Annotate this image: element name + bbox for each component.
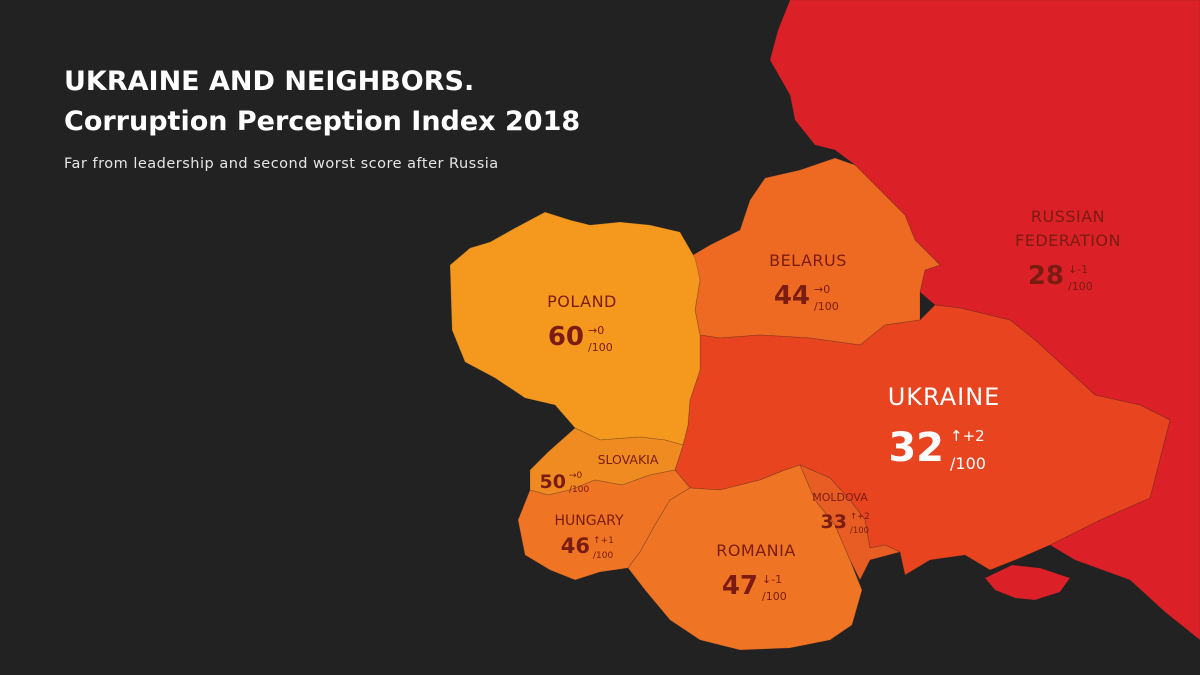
score-change: ↑+2 [950, 427, 985, 445]
score-denominator: /100 [1068, 280, 1093, 293]
label-hungary: HUNGARY 46 ↑+1 /100 [554, 513, 624, 561]
score-change: ↓-1 [762, 573, 782, 586]
poland-region[interactable] [449, 211, 701, 446]
score-value: 44 [774, 281, 810, 311]
score-value: 32 [888, 425, 944, 471]
country-name: HUNGARY [554, 513, 624, 529]
moldova-region[interactable] [799, 464, 902, 581]
score-value: 28 [1028, 261, 1064, 291]
label-belarus: BELARUS 44 →0 /100 [769, 251, 847, 313]
subtitle: Far from leadership and second worst sco… [64, 156, 499, 172]
title-line-1: UKRAINE AND NEIGHBORS. [64, 66, 475, 97]
score-denominator: /100 [593, 551, 613, 561]
label-poland: POLAND 60 →0 /100 [547, 292, 617, 354]
score-denominator: /100 [588, 341, 613, 354]
score-denominator: /100 [850, 526, 869, 536]
score-denominator: /100 [569, 485, 589, 495]
score-change: ↑+2 [850, 512, 870, 522]
score-value: 60 [548, 322, 584, 352]
label-romania: ROMANIA 47 ↓-1 /100 [716, 541, 796, 603]
crimea-region[interactable] [984, 564, 1071, 601]
score-value: 50 [540, 471, 566, 493]
label-russia: RUSSIAN FEDERATION 28 ↓-1 /100 [1015, 207, 1121, 293]
country-name: BELARUS [769, 251, 847, 270]
country-name: ROMANIA [716, 541, 796, 560]
label-slovakia: SLOVAKIA 50 →0 /100 [540, 452, 659, 495]
score-change: ↑+1 [593, 536, 614, 546]
score-denominator: /100 [814, 300, 839, 313]
score-denominator: /100 [950, 454, 986, 473]
country-name: MOLDOVA [812, 491, 868, 504]
score-value: 47 [722, 571, 758, 601]
ukraine-region[interactable] [674, 304, 1171, 576]
country-name: FEDERATION [1015, 231, 1121, 250]
title-line-2: Corruption Perception Index 2018 [64, 106, 581, 137]
score-change: →0 [814, 283, 830, 296]
country-name: RUSSIAN [1031, 207, 1105, 226]
score-change: →0 [588, 324, 604, 337]
country-name: UKRAINE [888, 383, 1001, 411]
label-moldova: MOLDOVA 33 ↑+2 /100 [812, 491, 869, 536]
romania-region[interactable] [627, 464, 863, 651]
page-title: UKRAINE AND NEIGHBORS. Corruption Percep… [64, 62, 580, 142]
score-value: 46 [561, 534, 590, 558]
score-value: 33 [821, 511, 847, 533]
country-name: POLAND [547, 292, 617, 311]
score-change: →0 [569, 471, 583, 481]
score-change: ↓-1 [1068, 263, 1088, 276]
label-ukraine: UKRAINE 32 ↑+2 /100 [888, 383, 1001, 473]
country-name: SLOVAKIA [598, 452, 659, 467]
score-denominator: /100 [762, 590, 787, 603]
